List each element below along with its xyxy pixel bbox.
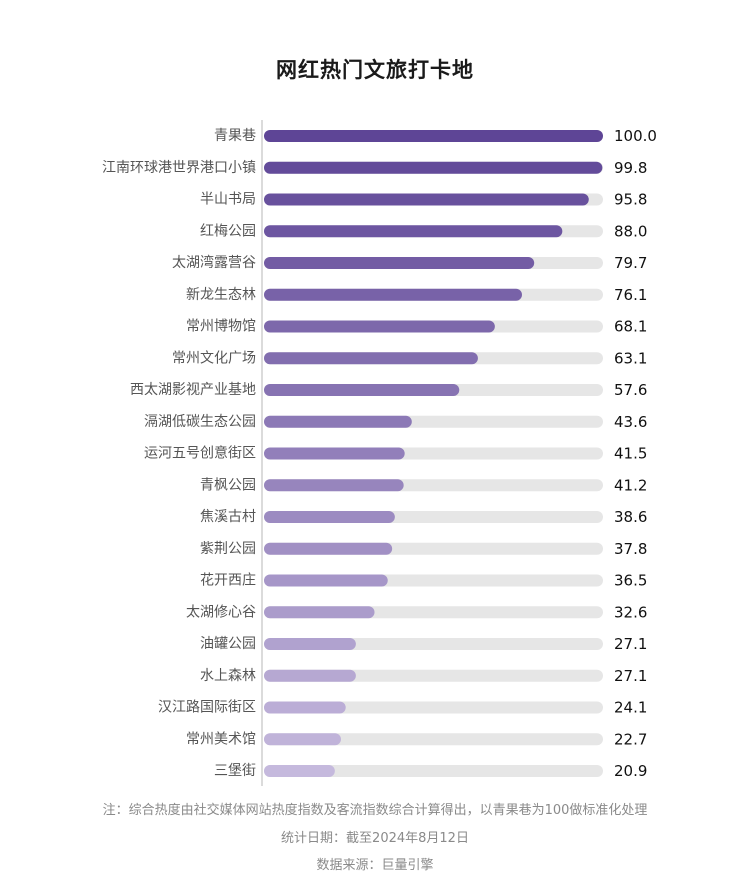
bar xyxy=(264,479,404,491)
value-label: 43.6 xyxy=(614,413,647,431)
category-label: 水上森林 xyxy=(200,668,256,684)
category-label: 青枫公园 xyxy=(200,477,256,493)
category-label: 三堡街 xyxy=(214,763,256,779)
value-label: 76.1 xyxy=(614,286,647,304)
bar xyxy=(264,352,478,364)
value-label: 22.7 xyxy=(614,730,647,748)
category-label: 新龙生态林 xyxy=(186,287,256,303)
bar xyxy=(264,765,335,777)
bar xyxy=(264,416,412,428)
category-label: 紫荆公园 xyxy=(200,541,256,557)
bar-chart: 青果巷 100.0 江南环球港世界港口小镇 99.8 半山书局 95.8 红梅公园 88.0 太… xyxy=(0,0,750,790)
value-label: 88.0 xyxy=(614,222,647,240)
category-label: 江南环球港世界港口小镇 xyxy=(102,160,256,176)
value-label: 20.9 xyxy=(614,762,647,780)
category-label: 青果巷 xyxy=(214,128,256,144)
bar xyxy=(264,606,375,618)
value-label: 63.1 xyxy=(614,349,647,367)
category-label: 花开西庄 xyxy=(200,572,256,589)
data-source: 数据来源：巨量引擎 xyxy=(0,854,750,873)
value-label: 37.8 xyxy=(614,540,647,558)
bar xyxy=(264,162,602,174)
category-label: 常州博物馆 xyxy=(186,318,256,335)
bar xyxy=(264,448,405,460)
value-label: 38.6 xyxy=(614,508,647,526)
category-label: 红梅公园 xyxy=(200,223,256,239)
category-label: 焦溪古村 xyxy=(200,509,256,525)
bar xyxy=(264,384,459,396)
category-label: 常州美术馆 xyxy=(186,731,256,747)
bar xyxy=(264,511,395,523)
stat-date: 统计日期：截至2024年8月12日 xyxy=(0,827,750,846)
bar xyxy=(264,321,495,333)
value-label: 100.0 xyxy=(614,127,657,145)
bar xyxy=(264,130,603,142)
value-label: 79.7 xyxy=(614,254,647,272)
category-label: 太湖湾露营谷 xyxy=(172,254,256,271)
bar xyxy=(264,702,346,714)
value-label: 24.1 xyxy=(614,699,647,717)
bar xyxy=(264,257,534,269)
bar xyxy=(264,638,356,650)
bar xyxy=(264,194,589,206)
value-label: 99.8 xyxy=(614,159,647,177)
value-label: 95.8 xyxy=(614,191,647,209)
value-label: 32.6 xyxy=(614,603,647,621)
bar xyxy=(264,670,356,682)
category-label: 汉江路国际街区 xyxy=(158,700,256,716)
category-label: 油罐公园 xyxy=(200,636,256,652)
value-label: 68.1 xyxy=(614,318,647,336)
category-label: 太湖修心谷 xyxy=(186,604,256,620)
value-label: 36.5 xyxy=(614,572,647,590)
value-label: 27.1 xyxy=(614,667,647,685)
bar xyxy=(264,543,392,555)
category-label: 常州文化广场 xyxy=(172,350,256,366)
bar xyxy=(264,225,562,237)
category-label: 半山书局 xyxy=(200,192,256,208)
category-label: 运河五号创意街区 xyxy=(144,445,256,462)
footnote: 注：综合热度由社交媒体网站热度指数及客流指数综合计算得出，以青果巷为100做标准… xyxy=(0,799,750,818)
bar xyxy=(264,733,341,745)
value-label: 41.5 xyxy=(614,445,647,463)
bar xyxy=(264,289,522,301)
category-label: 滆湖低碳生态公园 xyxy=(144,413,256,430)
value-label: 27.1 xyxy=(614,635,647,653)
category-label: 西太湖影视产业基地 xyxy=(130,381,256,398)
bar xyxy=(264,575,388,587)
value-label: 57.6 xyxy=(614,381,647,399)
value-label: 41.2 xyxy=(614,476,647,494)
